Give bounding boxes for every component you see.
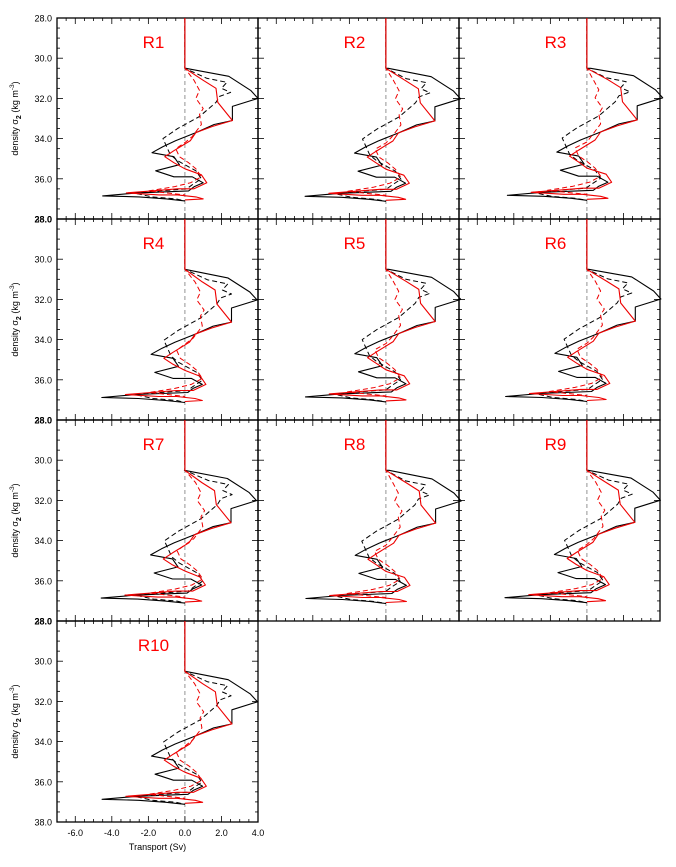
- series-line-3: [347, 18, 404, 196]
- panel-r3: R3: [458, 17, 664, 220]
- x-tick-label: -4.0: [104, 828, 120, 838]
- y-tick-label: 32.0: [34, 295, 52, 305]
- y-tick-label: 30.0: [34, 456, 52, 466]
- series-line-3: [149, 420, 206, 598]
- y-tick-label: 30.0: [34, 657, 52, 667]
- y-tick-label: 30.0: [34, 255, 52, 265]
- y-tick-label: 32.0: [34, 697, 52, 707]
- y-axis-title: density σ2 (kg m-3): [9, 684, 23, 758]
- panel-r1: 28.0 30.0 32.0 34.0 36.0 38.0 density σ2 (kg m…: [9, 14, 259, 225]
- series-line-1: [532, 18, 631, 201]
- y-axis-title: density σ2 (kg m-3): [9, 81, 23, 155]
- series-line-2: [125, 18, 233, 201]
- series-line-0: [101, 621, 259, 805]
- panel-label: R4: [143, 234, 165, 253]
- panel-label: R10: [138, 636, 169, 655]
- series-line-2: [328, 219, 436, 402]
- series-line-1: [134, 219, 232, 403]
- panel-r10: 28.0 30.0 32.0 34.0 36.0 38.0 density σ2 (kg m…: [9, 617, 259, 828]
- panel-r2: R2: [257, 17, 462, 220]
- series-line-3: [148, 621, 205, 799]
- panel-label: R1: [143, 33, 165, 52]
- series-line-0: [102, 18, 259, 202]
- y-axis-title: density σ2 (kg m-3): [9, 282, 23, 356]
- y-axis-title: density σ2 (kg m-3): [9, 483, 23, 557]
- series-line-2: [329, 420, 437, 604]
- series-line-2: [124, 420, 232, 603]
- panel-r9: R9: [458, 419, 661, 622]
- y-tick-label: 28.0: [34, 215, 52, 225]
- y-tick-label: 36.0: [34, 174, 52, 184]
- x-axis-title: Transport (Sv): [129, 842, 186, 852]
- panel-label: R3: [545, 33, 567, 52]
- panel-label: R8: [344, 435, 366, 454]
- series-line-3: [148, 219, 205, 397]
- series-line-3: [549, 219, 605, 396]
- panel-label: R9: [545, 435, 567, 454]
- panel-r4: 28.0 30.0 32.0 34.0 36.0 38.0 density σ2 (kg m…: [9, 215, 259, 426]
- panel-label: R7: [143, 435, 165, 454]
- panel-label: R6: [545, 234, 567, 253]
- series-line-0: [506, 18, 664, 201]
- series-line-2: [530, 18, 638, 200]
- y-tick-label: 38.0: [34, 818, 52, 828]
- series-line-1: [133, 18, 232, 202]
- y-tick-label: 32.0: [34, 496, 52, 506]
- series-line-1: [133, 621, 232, 805]
- series-line-0: [100, 420, 258, 604]
- y-tick-label: 32.0: [34, 94, 52, 104]
- series-line-3: [346, 420, 403, 598]
- series-line-1: [134, 420, 233, 604]
- series-line-3: [549, 420, 606, 598]
- series-line-2: [328, 18, 436, 201]
- y-tick-label: 34.0: [34, 134, 52, 144]
- y-tick-label: 28.0: [34, 617, 52, 627]
- y-tick-label: 38.0: [34, 215, 52, 225]
- panel-r5: R5: [257, 218, 462, 421]
- series-line-2: [528, 420, 636, 603]
- axis-labels: -6.0 -4.0 -2.0 0.0 2.0 4.0 Transport (Sv): [68, 828, 265, 852]
- y-tick-label: 36.0: [34, 777, 52, 787]
- series-line-0: [304, 219, 462, 403]
- panel-label: R2: [344, 33, 366, 52]
- y-tick-label: 36.0: [34, 576, 52, 586]
- series-line-2: [124, 219, 233, 403]
- x-tick-label: -6.0: [68, 828, 84, 838]
- y-tick-label: 30.0: [34, 54, 52, 64]
- y-tick-label: 34.0: [34, 536, 52, 546]
- y-tick-label: 36.0: [34, 375, 52, 385]
- series-line-3: [147, 18, 204, 196]
- series-line-1: [534, 420, 633, 604]
- y-tick-label: 28.0: [34, 14, 52, 24]
- series-line-2: [528, 219, 636, 402]
- x-tick-label: 2.0: [215, 828, 228, 838]
- y-tick-label: 38.0: [34, 416, 52, 426]
- panel-label: R5: [344, 234, 366, 253]
- panel-r6: R6: [458, 218, 662, 421]
- y-tick-label: 34.0: [34, 335, 52, 345]
- y-tick-label: 38.0: [34, 617, 52, 627]
- panel-r7: 28.0 30.0 32.0 34.0 36.0 38.0 density σ2 (kg m…: [9, 416, 259, 627]
- x-tick-label: 4.0: [252, 828, 265, 838]
- series-line-0: [305, 420, 462, 605]
- y-tick-label: 28.0: [34, 416, 52, 426]
- x-tick-label: 0.0: [179, 828, 192, 838]
- series-line-2: [125, 621, 233, 804]
- y-tick-label: 34.0: [34, 737, 52, 747]
- x-tick-label: -2.0: [141, 828, 157, 838]
- series-line-3: [547, 18, 603, 195]
- panels: 28.0 30.0 32.0 34.0 36.0 38.0 density σ2 (kg m…: [9, 14, 664, 828]
- series-line-0: [101, 219, 258, 404]
- panel-r8: R8: [257, 419, 462, 622]
- series-line-0: [304, 18, 462, 202]
- series-line-0: [504, 420, 661, 604]
- series-line-0: [505, 219, 662, 403]
